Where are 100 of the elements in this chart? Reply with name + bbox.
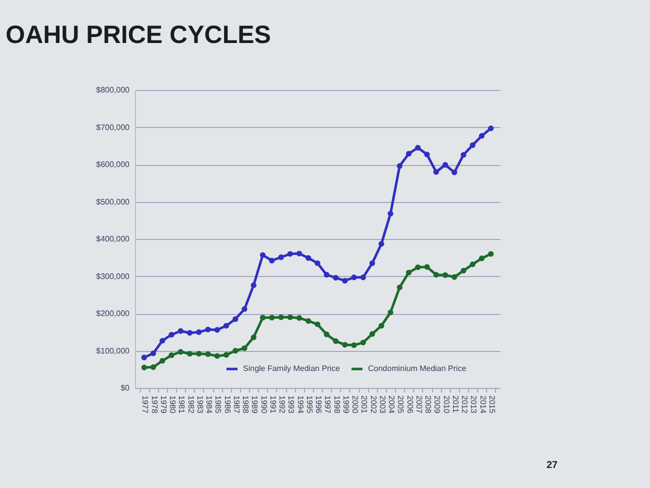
point — [442, 162, 448, 168]
x-tick-label: 1980 — [168, 396, 177, 414]
x-tick-label: 1983 — [195, 396, 204, 414]
point — [214, 327, 220, 333]
point — [460, 152, 466, 158]
point — [168, 332, 174, 338]
point — [342, 278, 348, 284]
y-tick-label: $200,000 — [96, 309, 130, 318]
point — [296, 315, 302, 321]
point — [478, 132, 485, 139]
point — [332, 338, 339, 344]
point — [314, 321, 320, 328]
x-tick-label: 1985 — [214, 396, 223, 414]
x-tick-label: 2000 — [350, 396, 360, 414]
point — [442, 272, 448, 278]
point — [396, 284, 402, 290]
point — [369, 260, 376, 266]
x-tick-label: 1999 — [341, 396, 350, 414]
point — [324, 332, 330, 338]
point — [250, 282, 256, 288]
x-tick-label: 1994 — [296, 396, 305, 414]
x-tick-label: 1993 — [286, 396, 296, 414]
point — [150, 350, 156, 356]
x-tick-label: 2005 — [396, 396, 406, 414]
point — [396, 163, 402, 169]
point — [141, 364, 147, 370]
y-tick-label: $300,000 — [96, 272, 130, 281]
x-tick-label: 1990 — [259, 396, 268, 414]
x-tick-label: 1978 — [150, 396, 159, 414]
point — [287, 314, 293, 320]
point — [260, 252, 266, 258]
point — [452, 274, 458, 280]
x-tick-label: 2007 — [414, 396, 424, 414]
legend-label: Condominium Median Price — [368, 364, 467, 373]
x-tick-label: 2011 — [450, 396, 460, 414]
x-tick-label: 2001 — [360, 396, 369, 414]
x-tick-label: 1986 — [222, 396, 232, 414]
point — [196, 350, 202, 357]
point — [460, 268, 466, 274]
point — [342, 342, 348, 348]
point — [186, 350, 193, 357]
x-tick-label: 2003 — [378, 396, 387, 414]
point — [488, 251, 494, 257]
x-tick-label: 2006 — [405, 396, 414, 414]
x-tick-label: 2008 — [424, 396, 432, 414]
x-tick-label: 1995 — [304, 396, 314, 414]
point — [178, 349, 184, 355]
point — [205, 351, 211, 357]
x-tick-label: 1991 — [268, 396, 278, 414]
point — [269, 314, 275, 320]
point — [269, 258, 275, 264]
point — [378, 322, 384, 329]
x-tick-label: 1982 — [186, 396, 196, 414]
point — [324, 272, 330, 278]
point — [160, 338, 166, 344]
x-tick-label: 1998 — [332, 396, 342, 414]
x-tick-label: 2014 — [478, 396, 488, 414]
point — [433, 169, 439, 175]
point — [214, 353, 220, 359]
y-tick-label: $500,000 — [96, 197, 130, 206]
x-tick-label: 1979 — [158, 396, 168, 414]
x-tick-label: 2009 — [432, 396, 442, 414]
point — [388, 210, 394, 216]
point — [278, 254, 284, 260]
point — [141, 354, 147, 360]
point — [242, 306, 248, 312]
point — [306, 255, 312, 261]
point — [232, 348, 238, 354]
point — [186, 330, 193, 336]
y-tick-label: $400,000 — [96, 234, 130, 244]
x-tick-label: 1989 — [250, 396, 260, 414]
point — [378, 241, 384, 247]
point — [470, 262, 476, 268]
point — [478, 256, 485, 262]
x-tick-label: 2010 — [442, 396, 451, 414]
point — [452, 170, 458, 176]
point — [278, 314, 284, 320]
x-tick-label: 2012 — [460, 396, 469, 414]
point — [223, 322, 230, 329]
point — [260, 314, 266, 320]
chart-title: OAHU PRICE CYCLES — [6, 21, 271, 49]
point — [223, 352, 230, 358]
x-tick-label: 1977 — [140, 396, 150, 414]
point — [205, 326, 211, 332]
point — [160, 358, 166, 364]
point — [351, 342, 357, 348]
x-tick-label: 1997 — [323, 396, 332, 414]
y-tick-label: $100,000 — [96, 346, 130, 356]
point — [369, 331, 376, 337]
point — [424, 264, 430, 270]
x-tick-label: 2013 — [469, 396, 478, 414]
point — [296, 250, 302, 256]
point — [150, 364, 156, 370]
point — [406, 270, 412, 276]
point — [351, 274, 357, 280]
point — [314, 260, 320, 266]
legend-label: Single Family Median Price — [243, 364, 340, 373]
x-tick-label: 1992 — [278, 396, 286, 414]
point — [168, 352, 174, 358]
point — [196, 329, 202, 335]
